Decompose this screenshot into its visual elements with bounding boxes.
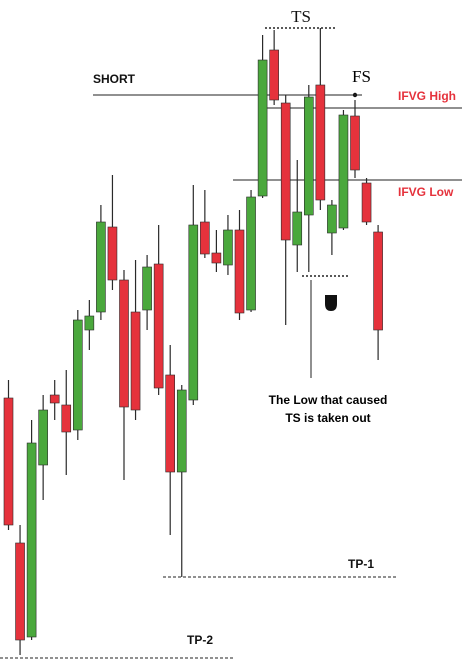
candle-body <box>73 319 83 431</box>
level-label: TP-1 <box>348 557 374 571</box>
level-label: TS <box>291 7 311 26</box>
level-label: SHORT <box>93 72 136 86</box>
candle-body <box>211 252 222 264</box>
candle-body <box>257 59 268 197</box>
candle-body <box>84 315 95 331</box>
candle-body <box>200 221 210 255</box>
candle-body <box>292 211 303 246</box>
candle-body <box>153 263 164 389</box>
candle-body <box>130 311 141 411</box>
candle-body <box>350 115 360 171</box>
candle-body <box>49 394 60 404</box>
candle-body <box>119 279 129 408</box>
candle-body <box>96 221 106 313</box>
candle-body <box>315 84 326 201</box>
annotation: TS is taken out <box>285 411 370 425</box>
annotation: The Low that caused <box>269 393 388 407</box>
candle-body <box>107 226 118 281</box>
candle-body <box>176 389 187 473</box>
candle-body <box>142 266 152 311</box>
candle-body <box>338 114 349 229</box>
candle-body <box>223 229 233 266</box>
level-label: TP-2 <box>187 633 213 647</box>
candle-body <box>61 404 72 433</box>
fs-label: FS <box>352 67 371 86</box>
candle-body <box>3 397 14 526</box>
candle-body <box>373 231 383 331</box>
candle-body <box>38 409 48 466</box>
candle-body <box>303 96 314 216</box>
candle-body <box>188 224 199 401</box>
candle-body <box>26 442 37 638</box>
candle-body <box>361 182 372 223</box>
level-label: IFVG Low <box>398 185 454 199</box>
marker <box>325 295 337 311</box>
candle-body <box>280 102 291 241</box>
candle-body <box>246 196 256 311</box>
candle-body <box>327 204 337 234</box>
candle-body <box>165 374 175 473</box>
level-label: IFVG High <box>398 89 456 103</box>
candle-body <box>15 542 25 641</box>
candle-body <box>234 229 245 314</box>
candle-body <box>269 49 279 101</box>
